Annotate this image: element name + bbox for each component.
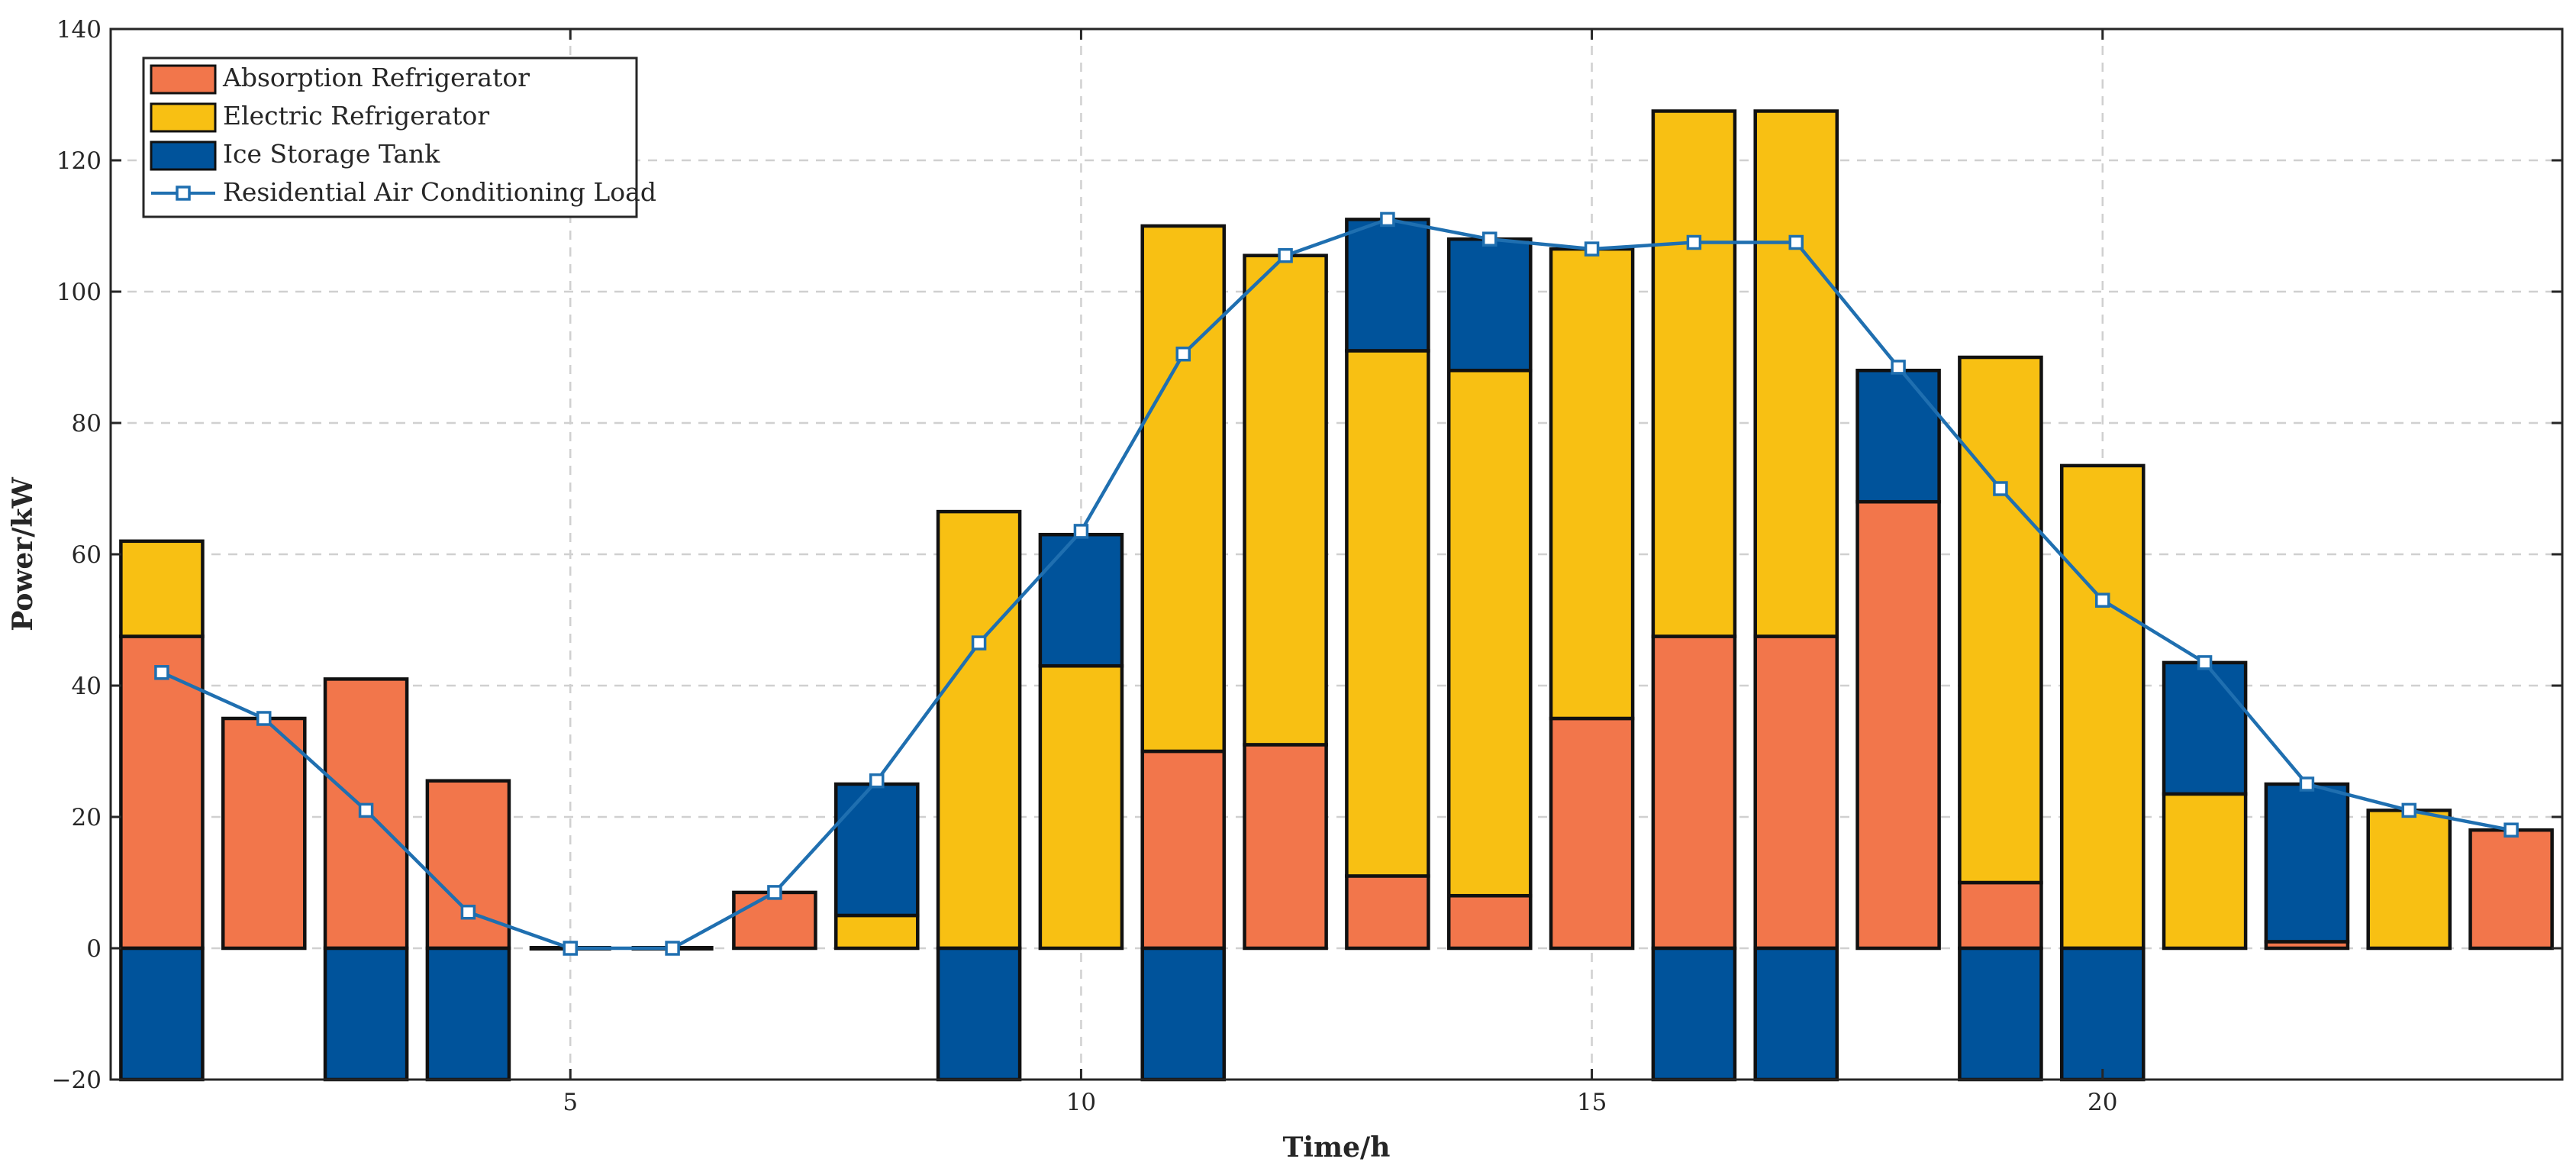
x-tick-label: 15 (1577, 1089, 1607, 1116)
bar-electric-refrigerator (1958, 355, 2043, 885)
bar-ice-storage-tank (936, 946, 1022, 1082)
load-point (665, 941, 680, 956)
y-axis-title: Power/kW (7, 477, 39, 631)
bar-electric-refrigerator (1753, 109, 1839, 638)
load-point (1584, 241, 1600, 257)
load-point (2401, 802, 2416, 818)
legend-swatch-electric (150, 102, 217, 133)
bar-absorption-refrigerator (1549, 716, 1635, 951)
bar-absorption-refrigerator (1855, 499, 1941, 951)
bar-ice-storage-tank (2264, 782, 2350, 944)
legend-label-absorption: Absorption Refrigerator (222, 63, 530, 92)
bar-electric-refrigerator (1549, 247, 1635, 721)
bar-electric-refrigerator (1651, 109, 1737, 638)
legend-swatch-absorption (150, 64, 217, 95)
load-point (256, 711, 272, 726)
bar-absorption-refrigerator (221, 716, 307, 951)
bar-absorption-refrigerator (1958, 880, 2043, 951)
load-point (358, 802, 374, 818)
bar-absorption-refrigerator (1140, 749, 1227, 951)
load-point (563, 941, 578, 956)
legend-swatch-ice-storage (150, 140, 217, 171)
bar-absorption-refrigerator (1243, 743, 1328, 951)
load-point (1175, 346, 1191, 362)
bar-absorption-refrigerator (1345, 874, 1430, 951)
x-tick-label: 10 (1066, 1089, 1096, 1116)
bar-absorption-refrigerator (2468, 828, 2554, 951)
legend-label-load: Residential Air Conditioning Load (223, 177, 656, 207)
load-point (2299, 776, 2315, 792)
x-tick-label: 20 (2088, 1089, 2117, 1116)
legend-marker-load (176, 186, 191, 201)
bar-layer (119, 109, 2554, 1082)
bar-electric-refrigerator (1345, 349, 1430, 878)
y-tick-label: 20 (72, 804, 102, 831)
legend-label-ice-storage: Ice Storage Tank (223, 139, 440, 169)
bar-ice-storage-tank (425, 946, 511, 1082)
bar-ice-storage-tank (323, 946, 409, 1082)
load-point (2197, 655, 2213, 670)
line-layer (154, 211, 2519, 956)
bar-electric-refrigerator (1446, 368, 1533, 898)
bar-ice-storage-tank (1038, 532, 1124, 668)
bar-ice-storage-tank (1753, 946, 1839, 1082)
y-tick-label: 40 (72, 673, 102, 700)
load-point (767, 885, 782, 900)
bar-absorption-refrigerator (1651, 634, 1737, 951)
legend-box (142, 56, 638, 218)
load-point (154, 665, 169, 680)
load-point (460, 904, 476, 920)
bar-electric-refrigerator (833, 913, 920, 951)
bar-absorption-refrigerator (1446, 893, 1533, 951)
y-tick-label: 0 (86, 935, 102, 963)
bar-ice-storage-tank (1855, 368, 1941, 504)
bar-ice-storage-tank (833, 782, 920, 918)
load-point (1891, 360, 1906, 375)
x-axis-title: Time/h (1283, 1131, 1391, 1164)
x-tick-label: 5 (563, 1089, 578, 1116)
bar-ice-storage-tank (1958, 946, 2043, 1082)
load-point (1073, 524, 1089, 539)
bar-absorption-refrigerator (1753, 634, 1839, 951)
bar-electric-refrigerator (1038, 663, 1124, 951)
bar-ice-storage-tank (1345, 218, 1430, 353)
legend-label-electric: Electric Refrigerator (223, 101, 489, 131)
bar-electric-refrigerator (1243, 253, 1328, 747)
bar-ice-storage-tank (1140, 946, 1227, 1082)
load-point (1482, 231, 1498, 247)
load-point (1278, 247, 1293, 263)
bar-absorption-refrigerator (425, 779, 511, 951)
bar-electric-refrigerator (119, 539, 205, 638)
load-point (869, 773, 885, 789)
load-point (2095, 592, 2110, 608)
load-point (1686, 234, 1702, 250)
y-tick-label: 80 (72, 410, 102, 437)
bar-electric-refrigerator (1140, 224, 1227, 754)
tick-layer: −20 0 20 40 60 80 100 120 140 5 10 15 20 (52, 16, 2562, 1116)
bar-ice-storage-tank (2059, 946, 2146, 1082)
load-point (1380, 211, 1395, 228)
bar-absorption-refrigerator (119, 634, 205, 951)
load-line (160, 218, 2512, 951)
load-point (1788, 234, 1804, 250)
load-point (971, 635, 987, 650)
y-tick-label: 140 (56, 16, 102, 44)
y-tick-label: 120 (56, 147, 102, 175)
bar-electric-refrigerator (2162, 792, 2248, 951)
legend: Absorption Refrigerator Electric Refrige… (142, 56, 656, 218)
bar-absorption-refrigerator (732, 890, 817, 951)
bar-ice-storage-tank (1446, 237, 1533, 373)
y-tick-label: −20 (52, 1067, 102, 1094)
bar-ice-storage-tank (119, 946, 205, 1082)
bar-electric-refrigerator (2059, 463, 2146, 951)
bar-electric-refrigerator (936, 509, 1022, 951)
load-point (2503, 822, 2519, 838)
load-point (1993, 481, 2008, 496)
y-tick-label: 60 (72, 541, 102, 569)
bar-ice-storage-tank (1651, 946, 1737, 1082)
bar-electric-refrigerator (2366, 809, 2452, 951)
y-tick-label: 100 (56, 279, 102, 306)
bar-ice-storage-tank (2162, 660, 2248, 796)
